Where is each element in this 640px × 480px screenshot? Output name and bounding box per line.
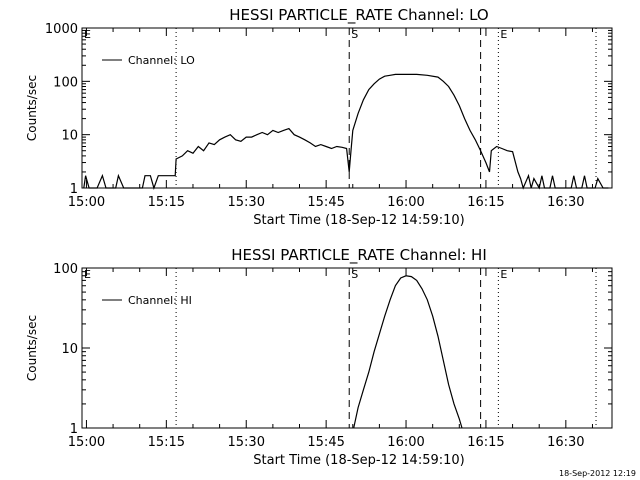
y-tick-label: 1 [70,422,78,437]
y-axis-label: Counts/sec [25,75,39,141]
y-tick-label: 10 [61,342,78,357]
chart-panel-2: HESSI PARTICLE_RATE Channel: HI Counts/se… [25,246,613,468]
y-axis-label: Counts/sec [25,315,39,381]
footer-timestamp: 18-Sep-2012 12:19 [559,469,636,478]
x-tick-label: 15:30 [228,195,265,210]
x-tick-label: 15:00 [68,195,105,210]
x-axis-label: Start Time (18-Sep-12 14:59:10) [253,213,464,228]
marker-label-e-left: E [84,268,91,281]
x-tick-label: 16:15 [467,435,504,450]
x-tick-label: 16:30 [547,435,584,450]
x-tick-label: 16:00 [387,435,424,450]
x-tick-label: 15:00 [68,435,105,450]
x-tick-label: 16:15 [467,195,504,210]
x-tick-label: 15:15 [148,195,185,210]
y-tick-label: 1000 [45,22,78,37]
x-tick-label: 15:30 [228,435,265,450]
plot-frame [81,267,613,429]
plot-frame [81,27,613,189]
legend-label: Channel: HI [128,294,192,307]
x-axis-label: Start Time (18-Sep-12 14:59:10) [253,453,464,468]
marker-label-s: S [351,28,358,41]
y-tick-label: 1 [70,182,78,197]
x-tick-label: 15:15 [148,435,185,450]
marker-label-s: S [351,268,358,281]
x-tick-label: 15:45 [307,435,344,450]
y-tick-label: 100 [53,262,78,277]
marker-label-e-left: E [84,28,91,41]
x-tick-label: 16:00 [387,195,424,210]
marker-label-e: E [500,28,507,41]
y-tick-label: 100 [53,75,78,90]
chart-panel-1: HESSI PARTICLE_RATE Channel: LO Counts/se… [25,6,613,228]
chart-title: HESSI PARTICLE_RATE Channel: HI [231,246,487,265]
series-line-channel-lo [83,73,609,190]
series-line-channel-hi [353,275,463,429]
x-tick-label: 15:45 [307,195,344,210]
legend-label: Channel: LO [128,54,195,67]
chart-title: HESSI PARTICLE_RATE Channel: LO [229,6,488,25]
marker-label-e: E [500,268,507,281]
x-tick-label: 16:30 [547,195,584,210]
y-tick-label: 10 [61,129,78,144]
